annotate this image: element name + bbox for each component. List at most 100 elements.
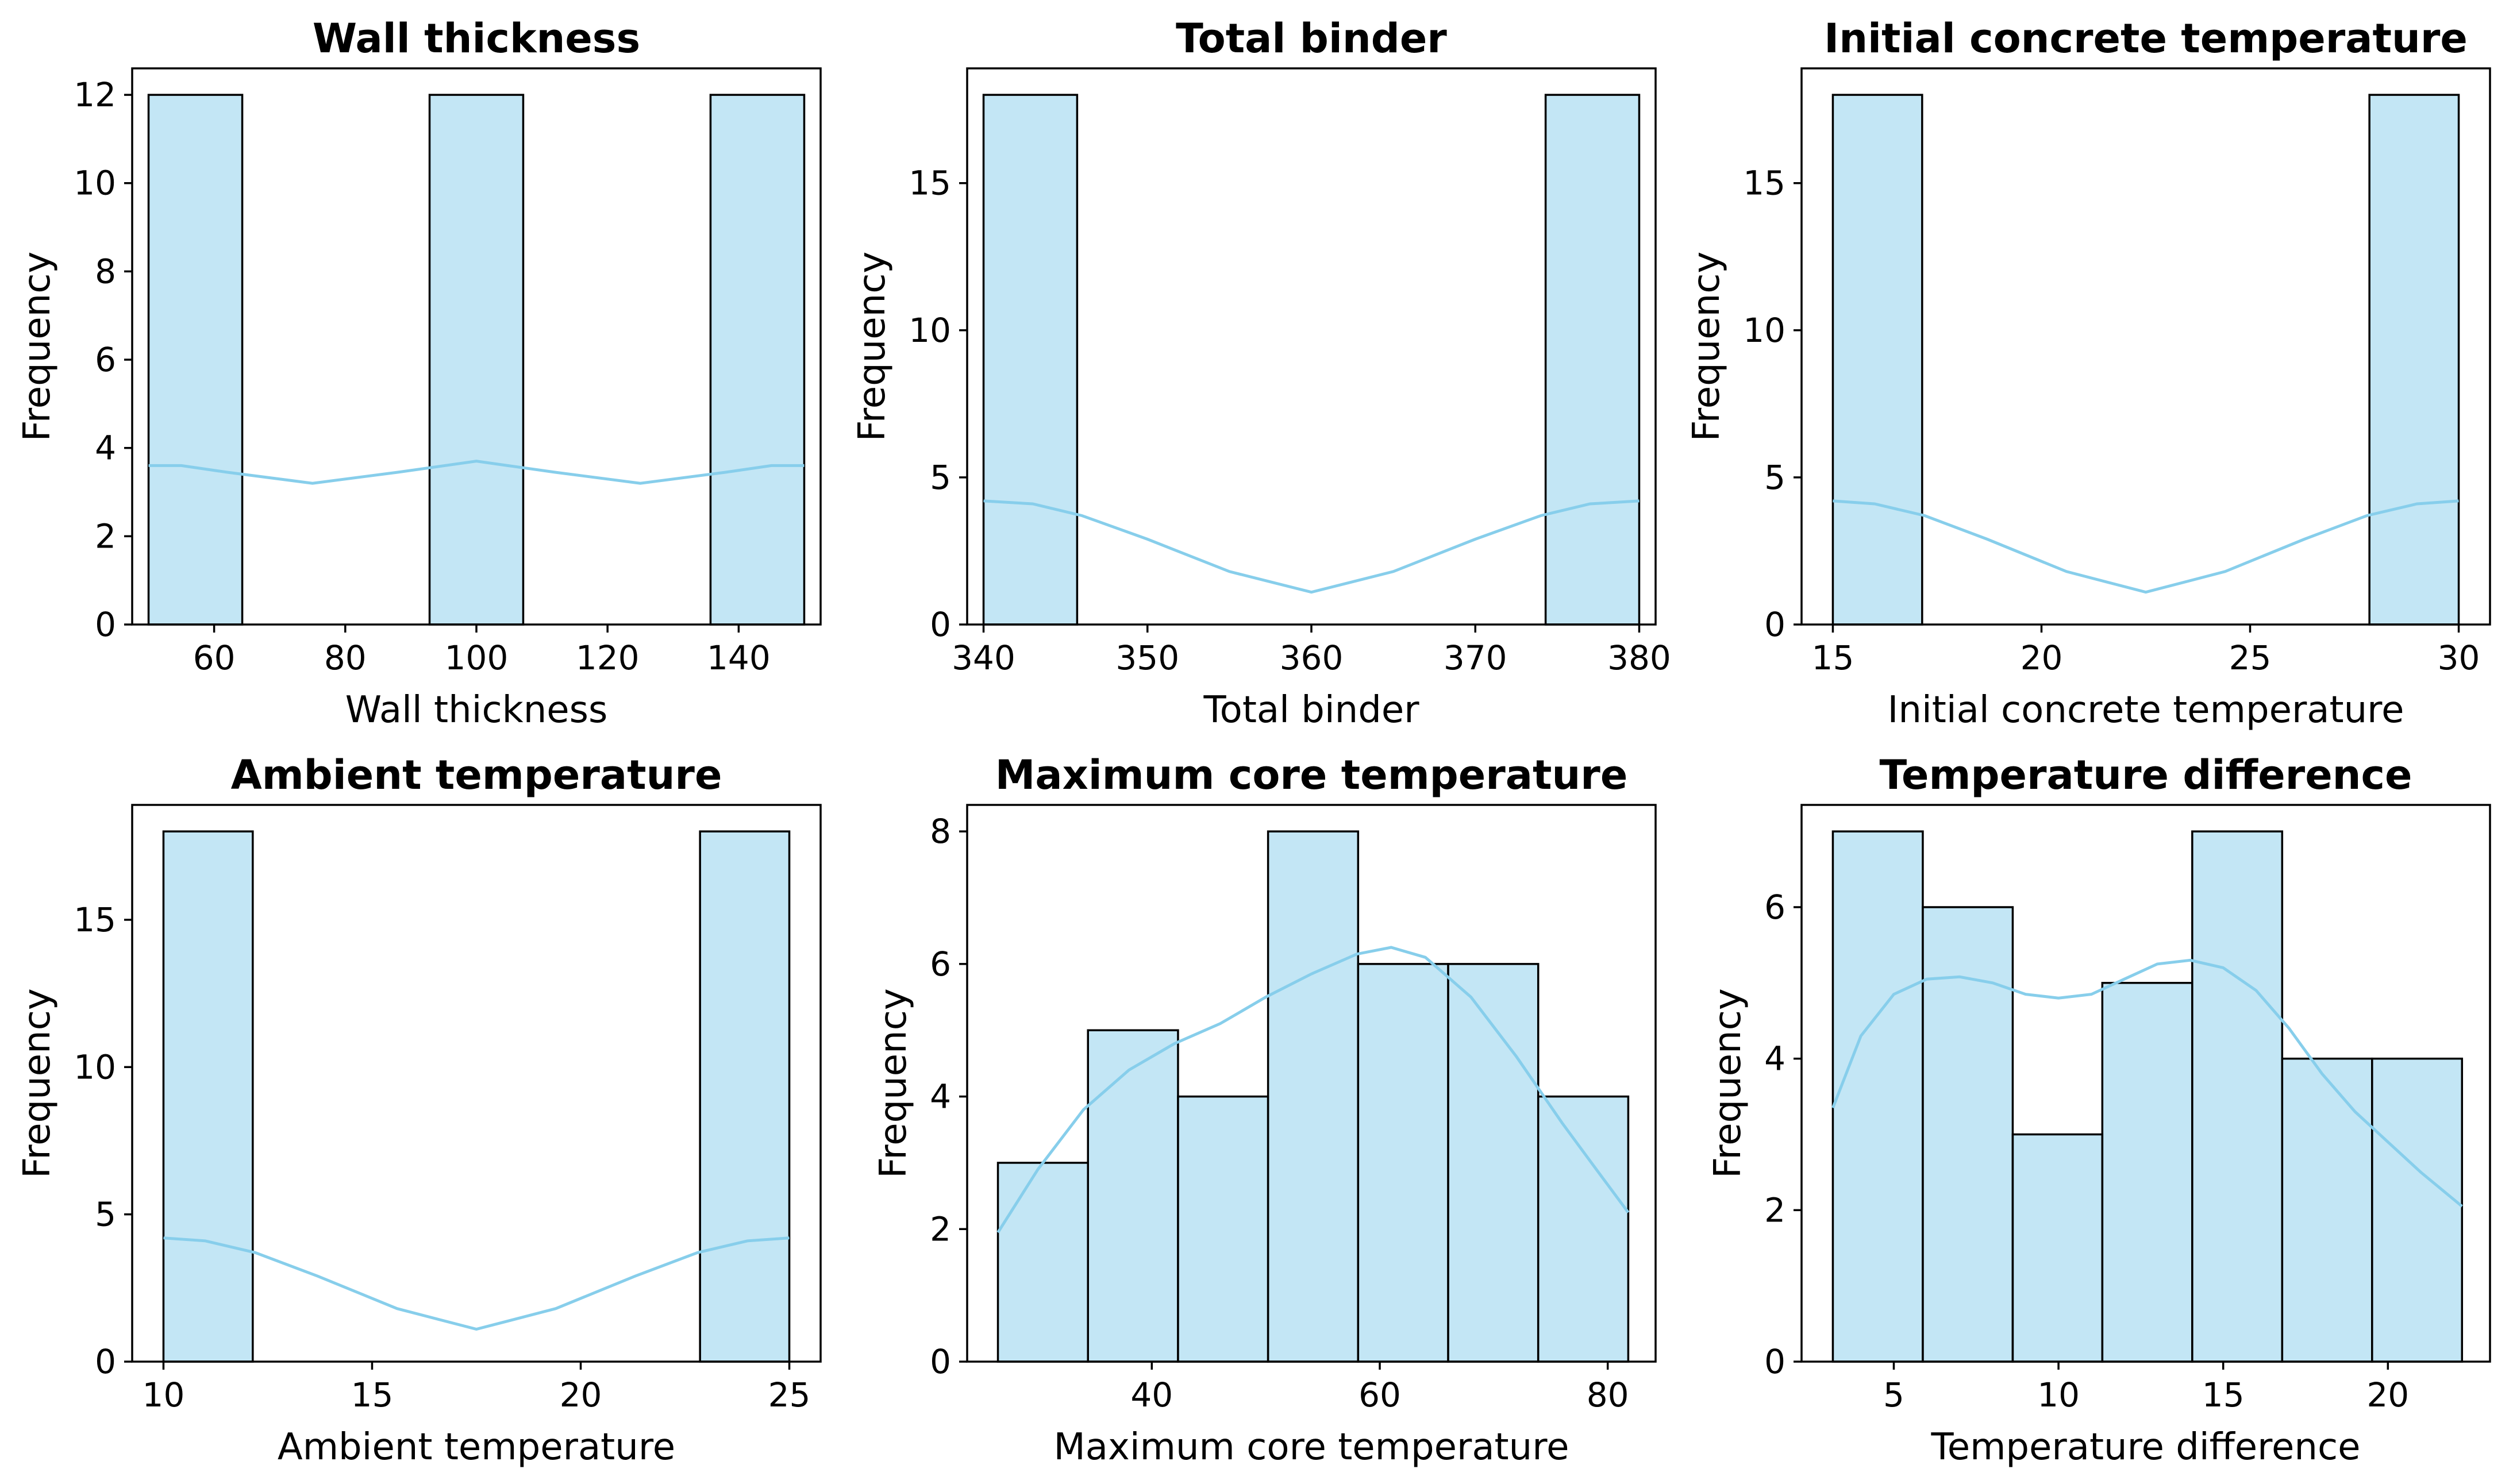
subplot-title: Temperature difference (1880, 751, 2412, 799)
y-tick-label: 6 (95, 340, 116, 379)
subplot-title: Initial concrete temperature (1824, 15, 2468, 62)
histogram-bar (428, 94, 525, 626)
x-tick-label: 140 (707, 638, 771, 677)
x-tick-label: 120 (576, 638, 640, 677)
y-tick-label: 15 (1743, 164, 1785, 203)
y-tick-label: 15 (74, 900, 116, 939)
subplot-3: 15 20 25 30 0 5 10 15 Initial concrete temperatu… (1685, 15, 2491, 731)
y-tick-label: 10 (1743, 311, 1785, 350)
y-tick-label: 6 (930, 945, 951, 984)
x-tick-label: 10 (2037, 1375, 2080, 1414)
histogram-bar (162, 830, 254, 1363)
x-tick-label: 5 (1883, 1375, 1904, 1414)
x-tick-label: 80 (324, 638, 367, 677)
y-tick-label: 0 (1764, 1342, 1785, 1381)
y-axis-label: Frequency (16, 988, 59, 1178)
x-tick-label: 100 (445, 638, 509, 677)
histogram-bar (2191, 830, 2284, 1363)
histogram-bar (1447, 963, 1540, 1363)
x-tick-label: 370 (1444, 638, 1507, 677)
y-tick-label: 6 (1764, 888, 1785, 927)
y-tick-label: 2 (95, 516, 116, 556)
histogram-bar (996, 1162, 1089, 1363)
subplot-4: 10 15 20 25 0 5 10 15 Ambient temperature Ambient… (16, 751, 822, 1468)
y-axis-label: Frequency (1685, 252, 1728, 442)
histogram-bar (1544, 94, 1641, 626)
y-tick-label: 10 (909, 311, 951, 350)
x-tick-label: 60 (193, 638, 236, 677)
y-tick-label: 10 (74, 164, 116, 203)
y-axis-label: Frequency (851, 252, 894, 442)
y-tick-label: 5 (95, 1195, 116, 1234)
subplot-2: 340 350 360 370 380 0 5 10 15 Total binder Total b… (851, 15, 1671, 731)
kde-curve (148, 460, 805, 485)
histogram-bar (147, 94, 244, 626)
kde-curve (1831, 958, 2463, 1208)
y-tick-label: 4 (95, 429, 116, 468)
subplot-1: 60 80 100 120 140 0 2 4 6 8 10 12 Wall thickness Wall… (16, 15, 822, 731)
x-tick-label: 380 (1607, 638, 1671, 677)
y-tick-label: 4 (1764, 1039, 1785, 1078)
x-tick-label: 40 (1130, 1375, 1173, 1414)
x-tick-label: 20 (2021, 638, 2063, 677)
histogram-bar (1537, 1095, 1630, 1363)
x-tick-label: 15 (2202, 1375, 2245, 1414)
y-tick-label: 12 (74, 75, 116, 114)
x-tick-label: 360 (1280, 638, 1344, 677)
y-tick-label: 5 (1764, 458, 1785, 497)
x-axis-label: Maximum core temperature (1054, 1426, 1569, 1468)
y-tick-label: 0 (95, 605, 116, 644)
subplot-5: 40 60 80 0 2 4 6 8 Maximum core temperature Maxim… (872, 751, 1657, 1468)
subplot-title: Maximum core temperature (995, 751, 1628, 799)
x-tick-label: 15 (351, 1375, 394, 1414)
x-tick-label: 20 (560, 1375, 602, 1414)
y-tick-label: 10 (74, 1047, 116, 1086)
histogram-bar (982, 94, 1079, 626)
x-tick-label: 15 (1812, 638, 1854, 677)
histogram-bar (1831, 94, 1923, 626)
x-tick-label: 25 (2229, 638, 2272, 677)
y-axis-label: Frequency (16, 252, 59, 442)
subplot-title: Ambient temperature (231, 751, 722, 799)
y-tick-label: 4 (930, 1077, 951, 1116)
kde-curve (163, 1236, 790, 1331)
x-tick-label: 25 (768, 1375, 811, 1414)
x-tick-label: 10 (143, 1375, 185, 1414)
subplot-title: Total binder (1176, 15, 1447, 62)
histogram-bar (1831, 830, 1924, 1363)
x-axis-label: Initial concrete temperature (1888, 689, 2404, 731)
y-tick-label: 8 (930, 812, 951, 851)
y-tick-label: 5 (930, 458, 951, 497)
histogram-bar (2368, 94, 2460, 626)
kde-curve (1833, 499, 2459, 594)
axes-frame (131, 804, 822, 1363)
kde-curve (996, 946, 1630, 1234)
histogram-bar (1087, 1029, 1179, 1363)
y-axis-label: Frequency (872, 988, 915, 1178)
histogram-bar (2281, 1057, 2373, 1363)
y-tick-label: 0 (95, 1342, 116, 1381)
x-tick-label: 60 (1359, 1375, 1401, 1414)
y-tick-label: 0 (1764, 605, 1785, 644)
x-tick-label: 30 (2438, 638, 2480, 677)
y-tick-label: 15 (909, 164, 951, 203)
histogram-bar (699, 830, 791, 1363)
y-axis-label: Frequency (1707, 988, 1749, 1178)
axes-frame (966, 804, 1657, 1363)
y-tick-label: 2 (1764, 1190, 1785, 1229)
x-tick-label: 20 (2366, 1375, 2409, 1414)
x-tick-label: 340 (952, 638, 1015, 677)
histogram-bar (2371, 1057, 2464, 1363)
x-axis-label: Wall thickness (345, 689, 608, 731)
histogram-bar (1922, 906, 2014, 1363)
y-tick-label: 2 (930, 1209, 951, 1248)
x-axis-label: Temperature difference (1930, 1426, 2360, 1468)
histogram-bar (709, 94, 806, 626)
histogram-bar (1267, 830, 1360, 1363)
subplot-title: Wall thickness (313, 15, 640, 62)
y-tick-label: 8 (95, 252, 116, 291)
histogram-bar (2101, 982, 2193, 1363)
histogram-bar (1357, 963, 1449, 1363)
axes-frame (1800, 67, 2491, 626)
